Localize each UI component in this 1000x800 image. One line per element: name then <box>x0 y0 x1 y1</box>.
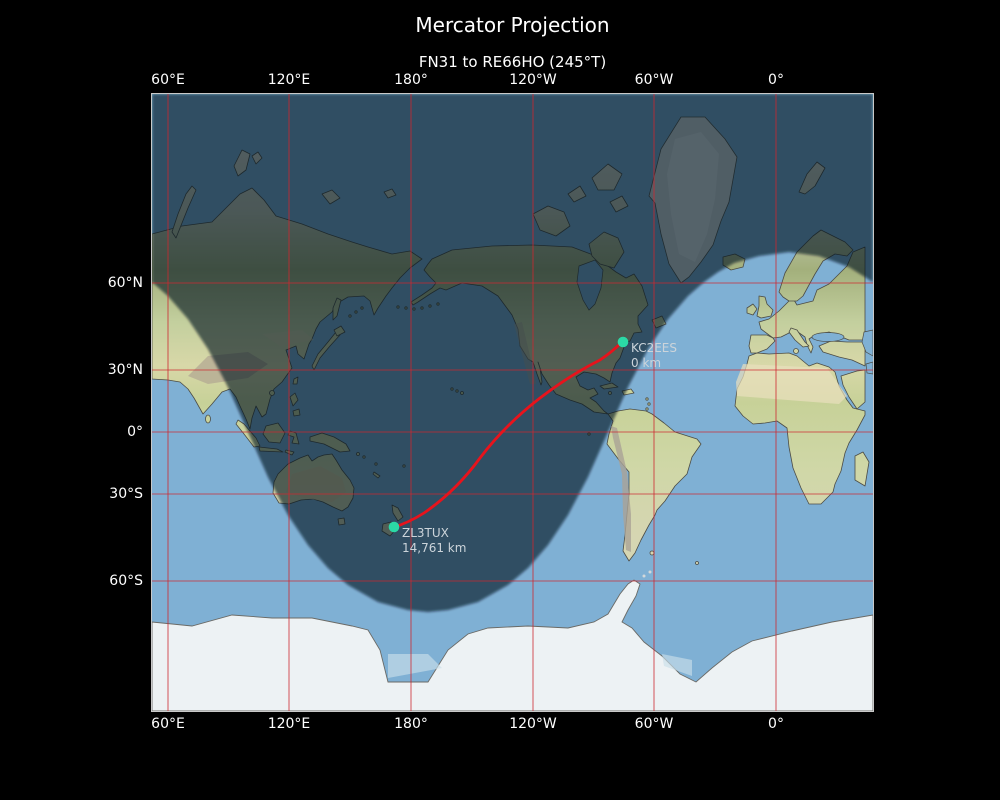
south-georgia <box>695 561 699 565</box>
lon-tick-top: 120°E <box>267 72 311 88</box>
night-terminator-shade <box>152 94 873 612</box>
lon-tick-bottom: 60°W <box>634 716 674 732</box>
antilles <box>647 402 651 406</box>
station-distance: 0 km <box>631 356 661 370</box>
arabia <box>840 369 866 410</box>
lon-tick-top: 120°W <box>509 72 557 88</box>
lat-tick-left: 30°N <box>107 362 143 378</box>
sicily <box>793 348 799 354</box>
lon-tick-bottom: 0° <box>768 716 784 732</box>
figure-subtitle: FN31 to RE66HO (245°T) <box>418 53 607 71</box>
lat-tick-left: 0° <box>127 424 143 440</box>
station-callsign: KC2EES <box>631 341 677 355</box>
antilles <box>645 397 649 401</box>
station-distance: 14,761 km <box>402 541 466 555</box>
black-sea <box>811 332 845 342</box>
ross-ice-shelf <box>388 654 442 678</box>
italy <box>788 327 810 348</box>
station-callsign: ZL3TUX <box>402 526 449 540</box>
persian-gulf <box>865 361 873 375</box>
andes-mountains <box>611 426 631 552</box>
antarctic-island <box>648 570 652 574</box>
continent-antarctica <box>152 579 873 711</box>
map-plot-area: KC2EES 0 km ZL3TUX 14,761 km <box>151 93 874 712</box>
madagascar <box>854 451 870 487</box>
sahara-desert <box>736 364 847 404</box>
station-marker-zl3tux <box>388 521 400 533</box>
lon-tick-top: 60°W <box>634 72 674 88</box>
lon-tick-top: 180° <box>394 72 428 88</box>
ronne-ice-shelf <box>662 654 692 676</box>
lat-tick-left: 60°S <box>109 573 143 589</box>
lon-tick-top: 60°E <box>151 72 185 88</box>
great-circle-path <box>392 340 624 529</box>
falklands <box>649 550 655 556</box>
lon-tick-bottom: 180° <box>394 716 428 732</box>
iberia <box>748 334 776 354</box>
station-marker-kc2ees <box>617 336 629 348</box>
antarctic-island <box>642 574 646 578</box>
antilles <box>645 407 649 411</box>
sri-lanka <box>205 414 211 424</box>
lon-tick-bottom: 120°W <box>509 716 557 732</box>
united-kingdom <box>756 295 774 319</box>
lat-tick-left: 30°S <box>109 486 143 502</box>
ireland <box>746 303 758 316</box>
figure-title: Mercator Projection <box>415 13 610 37</box>
lat-tick-left: 60°N <box>107 275 143 291</box>
turkey-iran <box>818 340 866 367</box>
lon-tick-bottom: 60°E <box>151 716 185 732</box>
lon-tick-top: 0° <box>768 72 784 88</box>
lon-tick-bottom: 120°E <box>267 716 311 732</box>
caspian-sea <box>861 329 873 357</box>
station-markers <box>388 336 629 533</box>
